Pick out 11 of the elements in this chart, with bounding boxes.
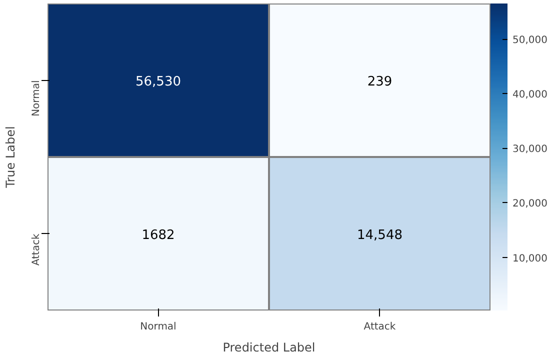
color-bar-label: 40,000 (512, 90, 548, 101)
color-bar-label: 50,000 (512, 35, 548, 46)
y-axis-title: True Label (4, 126, 18, 189)
data-label: 14,548 (357, 228, 403, 243)
data-label: 239 (367, 74, 392, 90)
color-bar-label: 20,000 (512, 198, 548, 210)
data-label: 1682 (142, 228, 175, 243)
x-axis-title: Predicted Label (222, 340, 316, 354)
color-bar-label: 10,000 (512, 253, 548, 264)
data-label: 56,530 (136, 74, 182, 90)
color-bar-label: 30,000 (512, 144, 548, 156)
